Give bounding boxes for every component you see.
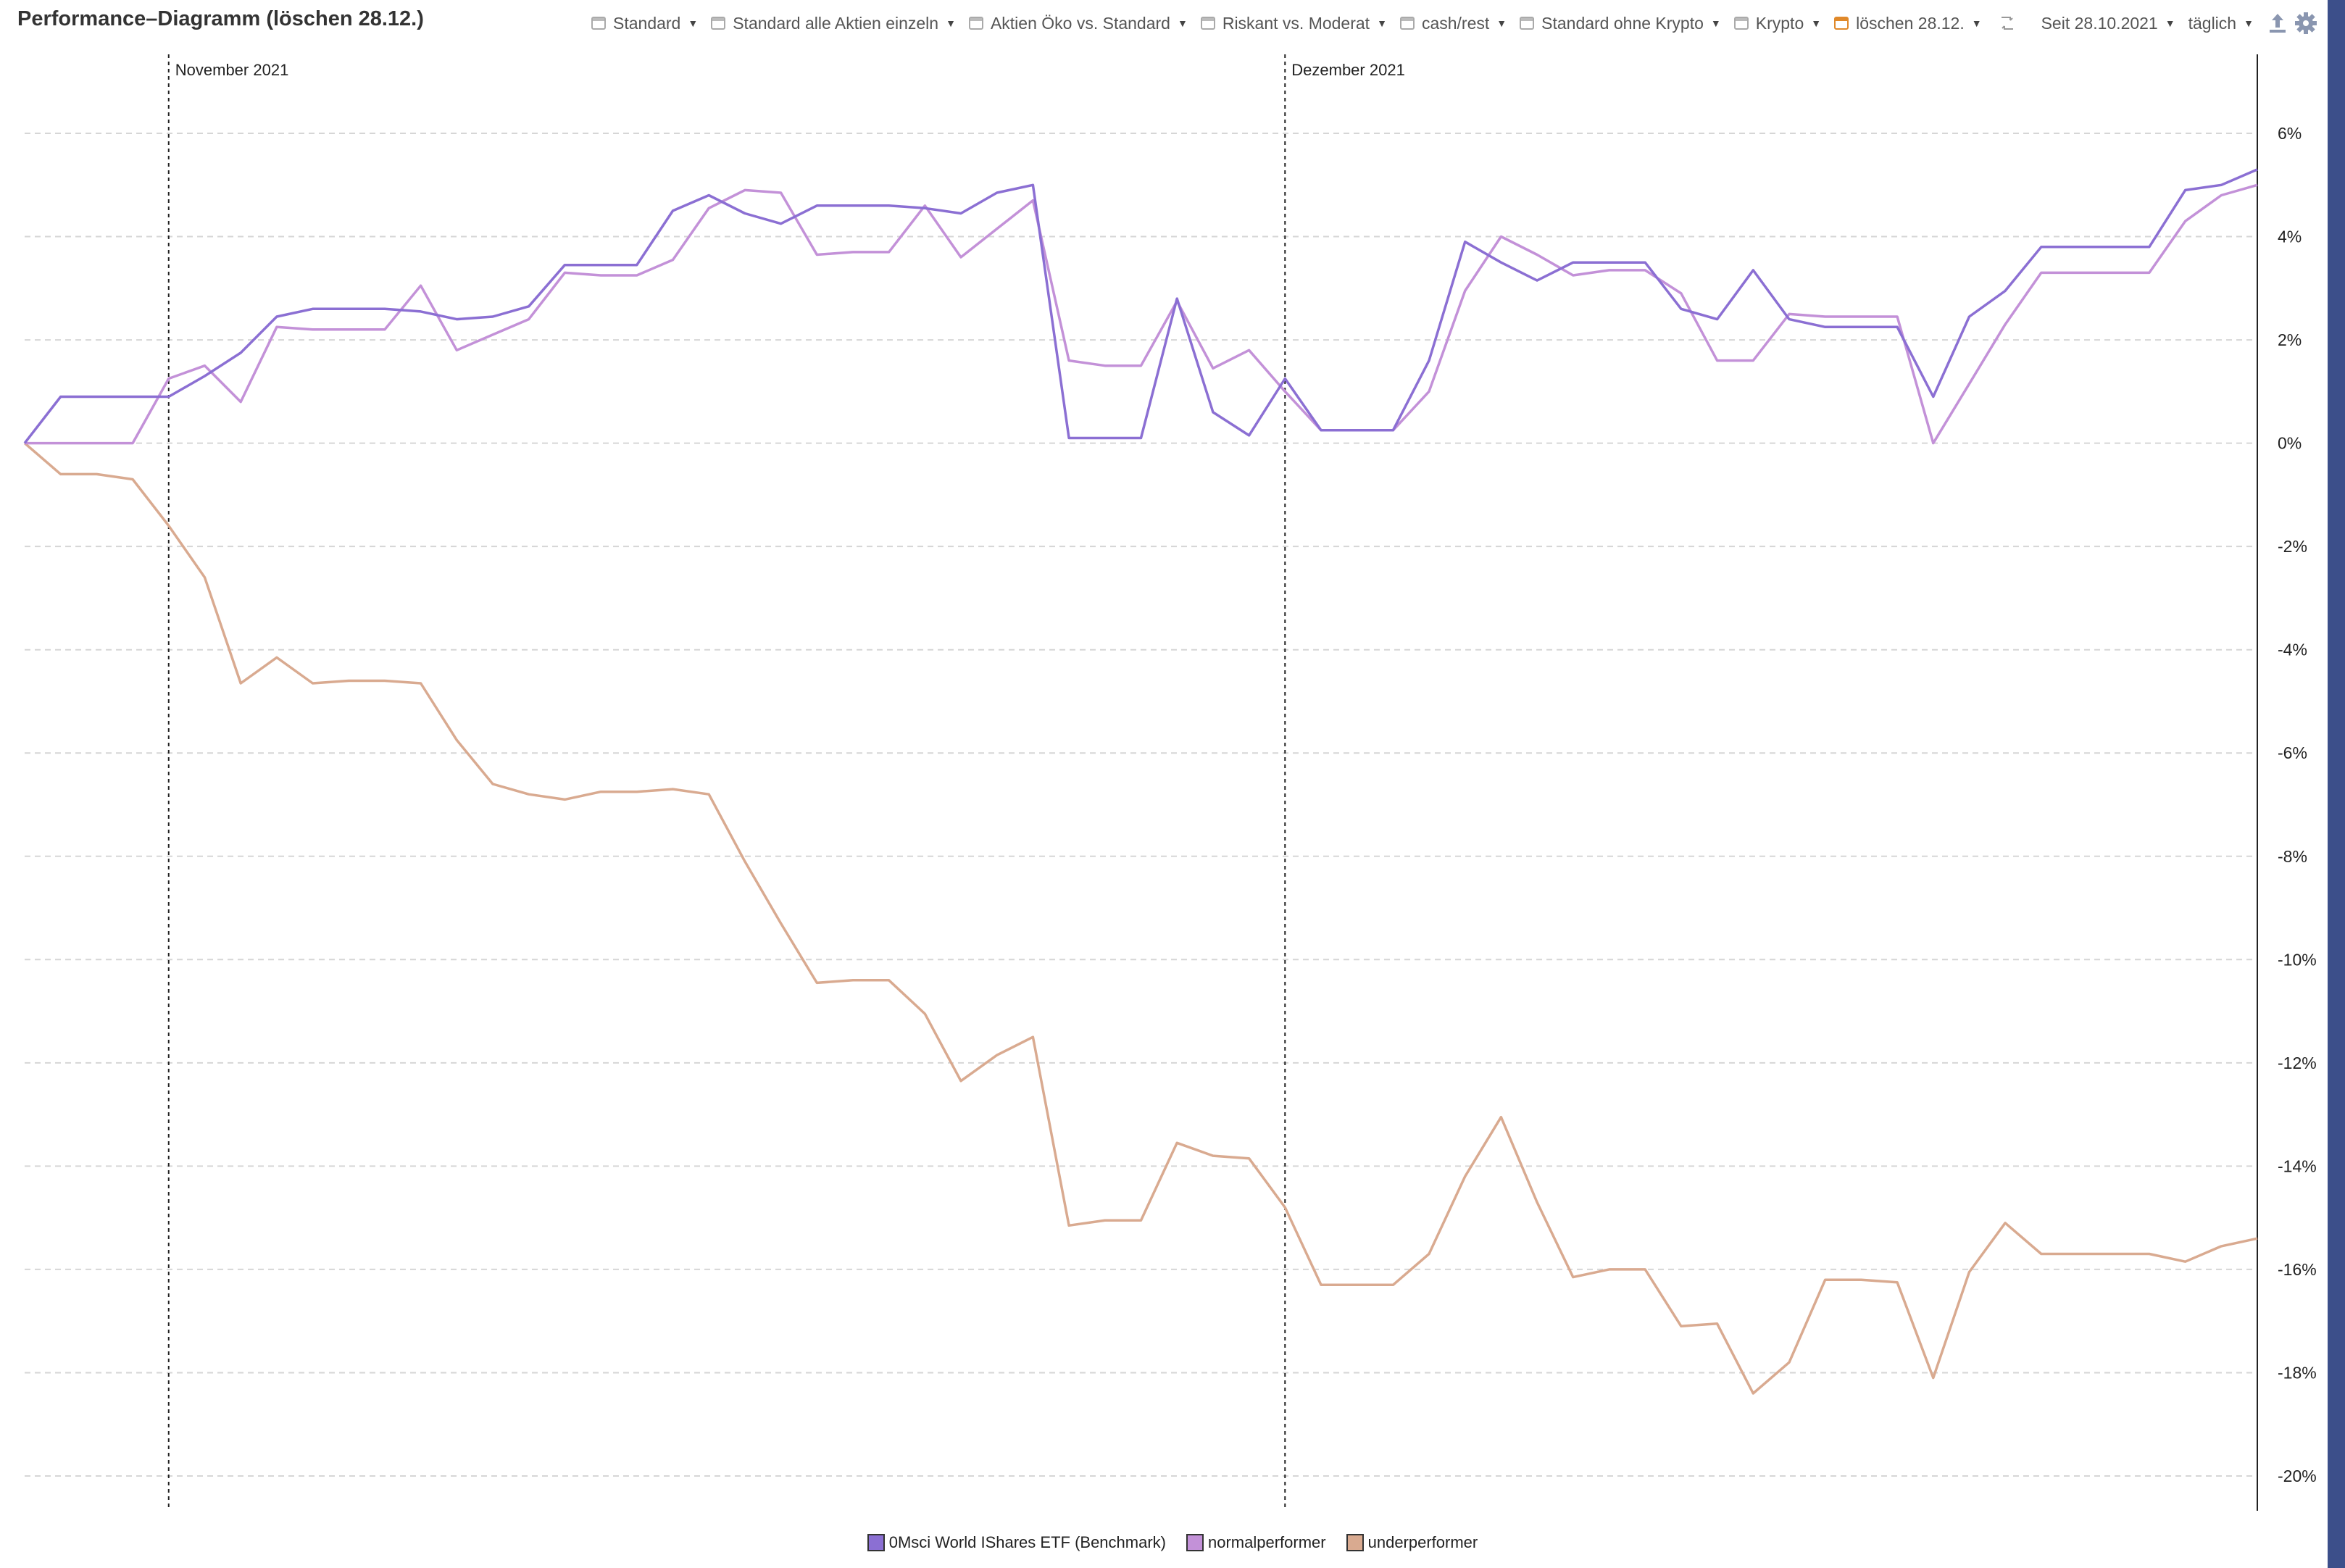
toolbar: Standard ▼ Standard alle Aktien einzeln … [591, 10, 2320, 36]
legend-swatch [1186, 1534, 1204, 1551]
legend-label: normalperformer [1208, 1533, 1326, 1551]
chevron-down-icon: ▼ [2244, 17, 2254, 29]
y-tick-label: 0% [2278, 434, 2302, 453]
legend-item-normalperformer[interactable]: normalperformer [1186, 1533, 1326, 1552]
preset-cash-rest[interactable]: cash/rest ▼ [1399, 13, 1507, 33]
since-date-select[interactable]: Seit 28.10.2021 ▼ [2041, 14, 2175, 33]
series-line [23, 168, 2258, 444]
series-line [23, 442, 2258, 1395]
y-tick-label: 4% [2278, 228, 2302, 246]
chevron-down-icon[interactable]: ▼ [1971, 17, 1982, 29]
month-marker-label: November 2021 [175, 61, 289, 79]
frequency-label: täglich [2188, 13, 2237, 33]
preset-label: Riskant vs. Moderat [1222, 13, 1370, 33]
chevron-down-icon[interactable]: ▼ [1496, 17, 1507, 29]
preset-loeschen[interactable]: löschen 28.12. ▼ [1834, 13, 1982, 33]
export-icon[interactable] [2267, 12, 2288, 35]
y-tick-label: -12% [2278, 1054, 2317, 1072]
preset-label: cash/rest [1421, 13, 1490, 33]
side-panel[interactable] [2328, 0, 2345, 1568]
chevron-down-icon[interactable]: ▼ [1377, 17, 1387, 29]
preset-standard[interactable]: Standard ▼ [591, 14, 698, 33]
legend-item-underperformer[interactable]: underperformer [1346, 1533, 1478, 1552]
y-tick-label: -4% [2278, 641, 2307, 659]
y-tick-label: -20% [2278, 1467, 2317, 1485]
performance-chart: 6% 4% 2% 0% -2% -4% -6% -8% -10% -12% -14% -16% -18%… [23, 54, 2317, 1511]
chevron-down-icon[interactable]: ▼ [1811, 17, 1822, 29]
preset-icon [1200, 17, 1215, 30]
chevron-down-icon[interactable]: ▼ [946, 17, 956, 29]
preset-riskant[interactable]: Riskant vs. Moderat ▼ [1200, 13, 1387, 33]
series-line [25, 183, 2258, 445]
legend-label: 0Msci World IShares ETF (Benchmark) [888, 1533, 1166, 1551]
preset-standard-ohne-krypto[interactable]: Standard ohne Krypto ▼ [1520, 14, 1721, 33]
y-tick-label: -16% [2278, 1260, 2317, 1279]
preset-aktien-oeko[interactable]: Aktien Öko vs. Standard ▼ [968, 13, 1188, 33]
legend-label: underperformer [1367, 1533, 1478, 1551]
preset-icon [591, 17, 606, 30]
preset-label: löschen 28.12. [1856, 13, 1965, 33]
y-tick-label: -14% [2278, 1156, 2317, 1175]
preset-icon [1399, 17, 1415, 30]
y-tick-label: -2% [2278, 537, 2307, 556]
preset-icon [711, 17, 726, 30]
preset-label: Standard [613, 13, 681, 33]
legend-swatch [867, 1534, 885, 1551]
y-tick-label: -18% [2278, 1363, 2317, 1382]
chevron-down-icon[interactable]: ▼ [1710, 17, 1721, 29]
refresh-icon[interactable] [1998, 14, 2017, 33]
preset-standard-alle-aktien[interactable]: Standard alle Aktien einzeln ▼ [711, 14, 956, 33]
preset-label: Standard alle Aktien einzeln [733, 13, 939, 33]
y-tick-label: 2% [2278, 330, 2302, 349]
y-tick-label: 6% [2278, 124, 2302, 143]
preset-label: Aktien Öko vs. Standard [990, 13, 1170, 33]
legend-item-benchmark[interactable]: 0Msci World IShares ETF (Benchmark) [867, 1533, 1166, 1552]
y-tick-label: -10% [2278, 950, 2317, 969]
chevron-down-icon[interactable]: ▼ [688, 17, 699, 29]
chevron-down-icon[interactable]: ▼ [1177, 17, 1188, 29]
preset-krypto[interactable]: Krypto ▼ [1733, 13, 1822, 33]
gear-icon[interactable] [2294, 12, 2317, 35]
legend: 0Msci World IShares ETF (Benchmark) norm… [0, 1533, 2345, 1552]
preset-icon [1520, 17, 1535, 30]
page-title: Performance–Diagramm (löschen 28.12.) [17, 7, 424, 30]
preset-icon [968, 17, 983, 30]
since-label: Seit 28.10.2021 [2041, 13, 2158, 33]
y-tick-label: -6% [2278, 743, 2307, 762]
y-tick-label: -8% [2278, 847, 2307, 866]
preset-icon [1733, 17, 1749, 30]
legend-swatch [1346, 1534, 1364, 1551]
preset-icon [1834, 17, 1849, 30]
preset-label: Krypto [1755, 13, 1804, 33]
month-marker-label: Dezember 2021 [1291, 61, 1405, 79]
preset-label: Standard ohne Krypto [1541, 13, 1704, 33]
frequency-select[interactable]: täglich ▼ [2188, 14, 2254, 33]
chevron-down-icon: ▼ [2165, 17, 2175, 29]
